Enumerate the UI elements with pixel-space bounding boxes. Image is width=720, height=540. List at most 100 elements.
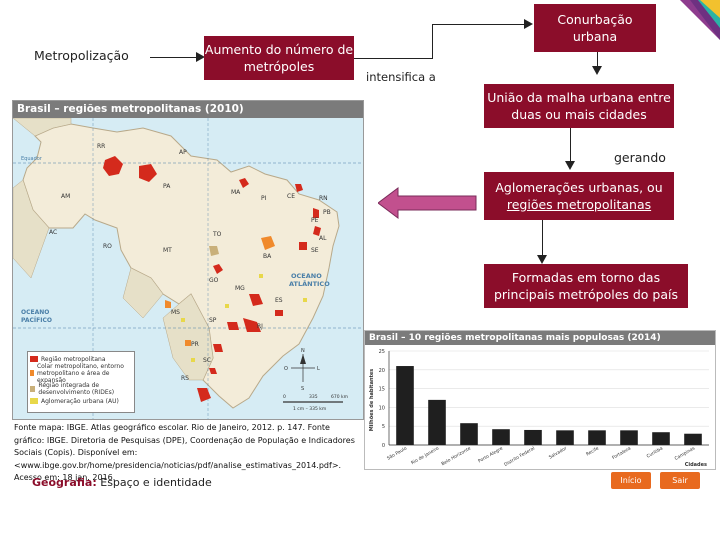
svg-text:PE: PE xyxy=(311,217,319,224)
y-tick-label: 20 xyxy=(379,368,385,374)
arrow-head xyxy=(565,161,575,170)
connector-line xyxy=(150,57,198,58)
x-tick-label: Fortaleza xyxy=(611,445,632,461)
svg-text:GO: GO xyxy=(209,277,219,284)
arrow-head xyxy=(537,255,547,264)
chart-bar xyxy=(492,429,510,445)
legend-item: Região integrada de desenvolvimento (RID… xyxy=(30,382,132,396)
conurbacao-box: Conurbação urbana xyxy=(534,4,656,52)
chart-bar xyxy=(652,432,670,445)
svg-text:PB: PB xyxy=(323,209,331,216)
connector-line xyxy=(597,52,598,68)
x-tick-label: Porto Alegre xyxy=(477,445,504,464)
conurbacao-text: Conurbação urbana xyxy=(557,12,633,44)
svg-text:RJ: RJ xyxy=(257,323,263,330)
x-axis-label: Cidades xyxy=(685,462,707,468)
y-tick-label: 0 xyxy=(382,443,385,449)
arrow-head xyxy=(592,66,602,75)
svg-text:MS: MS xyxy=(171,309,180,316)
population-chart: Brasil – 10 regiões metropolitanas mais … xyxy=(364,330,716,470)
arrow-head xyxy=(196,52,205,62)
connector-line xyxy=(542,220,543,257)
x-tick-label: Salvador xyxy=(548,445,568,460)
legend-label: Aglomeração urbana (AU) xyxy=(41,397,119,405)
inicio-button[interactable]: Início xyxy=(611,472,651,489)
svg-text:SC: SC xyxy=(203,357,211,364)
footer-subject: Geografia: xyxy=(32,476,97,489)
chart-bar xyxy=(524,429,542,445)
aumento-text: Aumento do número de metrópoles xyxy=(204,42,354,74)
x-tick-label: Rio de Janeiro xyxy=(410,445,440,466)
svg-text:L: L xyxy=(317,366,320,372)
legend-item: Colar metropolitano, entorno metropolita… xyxy=(30,363,132,384)
svg-text:BA: BA xyxy=(263,253,272,260)
chart-bar xyxy=(428,399,446,445)
svg-text:MT: MT xyxy=(163,247,172,254)
svg-text:MA: MA xyxy=(231,189,241,196)
svg-text:SP: SP xyxy=(209,317,217,324)
y-tick-label: 25 xyxy=(379,349,385,355)
svg-text:S: S xyxy=(301,386,304,392)
connector-line xyxy=(432,24,433,59)
svg-text:PR: PR xyxy=(191,341,199,348)
legend-label: Região metropolitana xyxy=(41,355,106,363)
svg-text:PA: PA xyxy=(163,183,171,190)
chart-bar xyxy=(588,430,606,445)
connector-line xyxy=(432,24,526,25)
left-arrow-icon xyxy=(378,187,477,219)
x-tick-label: Campinas xyxy=(674,445,697,462)
chart-bar xyxy=(460,423,478,445)
scale-tick-2: 670 km xyxy=(331,394,348,400)
formadas-box: Formadas em torno das principais metrópo… xyxy=(484,264,688,308)
footer-caption: Geografia: Espaço e identidade xyxy=(32,476,212,489)
uniao-box: União da malha urbana entre duas ou mais… xyxy=(484,84,674,128)
map-drawing: AM PA MA PI CE PE BA TO MT GO MG SP PR S… xyxy=(13,118,363,419)
svg-text:TO: TO xyxy=(212,231,222,238)
chart-bar xyxy=(684,433,702,445)
svg-text:AP: AP xyxy=(179,149,187,156)
svg-text:AM: AM xyxy=(61,193,70,200)
x-tick-label: Distrito Federal xyxy=(503,446,536,468)
svg-text:RN: RN xyxy=(319,195,328,202)
chart-bar xyxy=(556,430,574,445)
map-legend: Região metropolitana Colar metropolitano… xyxy=(27,351,135,413)
svg-text:OCEANO: OCEANO xyxy=(21,309,49,316)
svg-text:RS: RS xyxy=(181,375,189,382)
y-axis-label: Milhões de habitantes xyxy=(369,369,375,432)
metropolizacao-label: Metropolização xyxy=(34,48,129,63)
y-tick-label: 5 xyxy=(382,424,385,430)
x-tick-label: Recife xyxy=(585,445,600,457)
x-tick-label: Belo Horizonte xyxy=(440,445,472,467)
x-tick-label: Curitiba xyxy=(646,445,665,459)
aumento-metropoles-box: Aumento do número de metrópoles xyxy=(204,36,354,80)
svg-text:OCEANO: OCEANO xyxy=(291,272,322,280)
legend-label: Região integrada de desenvolvimento (RID… xyxy=(38,382,115,396)
svg-text:Equador: Equador xyxy=(21,156,43,162)
scale-tick-0: 0 xyxy=(283,394,286,400)
chart-svg: 0 5 10 15 20 25 Milhões de habitantes São Paulo… xyxy=(369,349,709,468)
map-title: Brasil – regiões metropolitanas (2010) xyxy=(13,101,363,118)
chart-title: Brasil – 10 regiões metropolitanas mais … xyxy=(365,331,715,345)
svg-text:CE: CE xyxy=(287,193,295,200)
svg-text:AC: AC xyxy=(49,229,57,236)
svg-text:AL: AL xyxy=(319,235,327,242)
scale-tick-1: 335 xyxy=(309,394,318,400)
regioes-metropolitanas-text: regiões metropolitanas xyxy=(506,197,652,212)
chart-bar xyxy=(396,366,414,445)
svg-text:MG: MG xyxy=(235,285,245,292)
brazil-metropolitan-map: Brasil – regiões metropolitanas (2010) xyxy=(12,100,364,420)
svg-text:PACÍFICO: PACÍFICO xyxy=(21,316,52,324)
arrow-head xyxy=(524,19,533,29)
chart-bar xyxy=(620,430,638,445)
y-tick-label: 10 xyxy=(379,405,385,411)
svg-text:N: N xyxy=(301,348,305,354)
connector-line xyxy=(570,128,571,163)
formadas-text: Formadas em torno das principais metrópo… xyxy=(493,270,678,302)
connector-line xyxy=(354,58,432,59)
uniao-text: União da malha urbana entre duas ou mais… xyxy=(487,90,671,122)
sair-button[interactable]: Sair xyxy=(660,472,700,489)
svg-text:O: O xyxy=(284,366,288,372)
source-citation: Fonte mapa: IBGE. Atlas geográfico escol… xyxy=(14,423,355,482)
svg-text:ATLÂNTICO: ATLÂNTICO xyxy=(289,279,330,288)
aglomeracoes-text: Aglomerações urbanas, ou xyxy=(495,180,663,195)
